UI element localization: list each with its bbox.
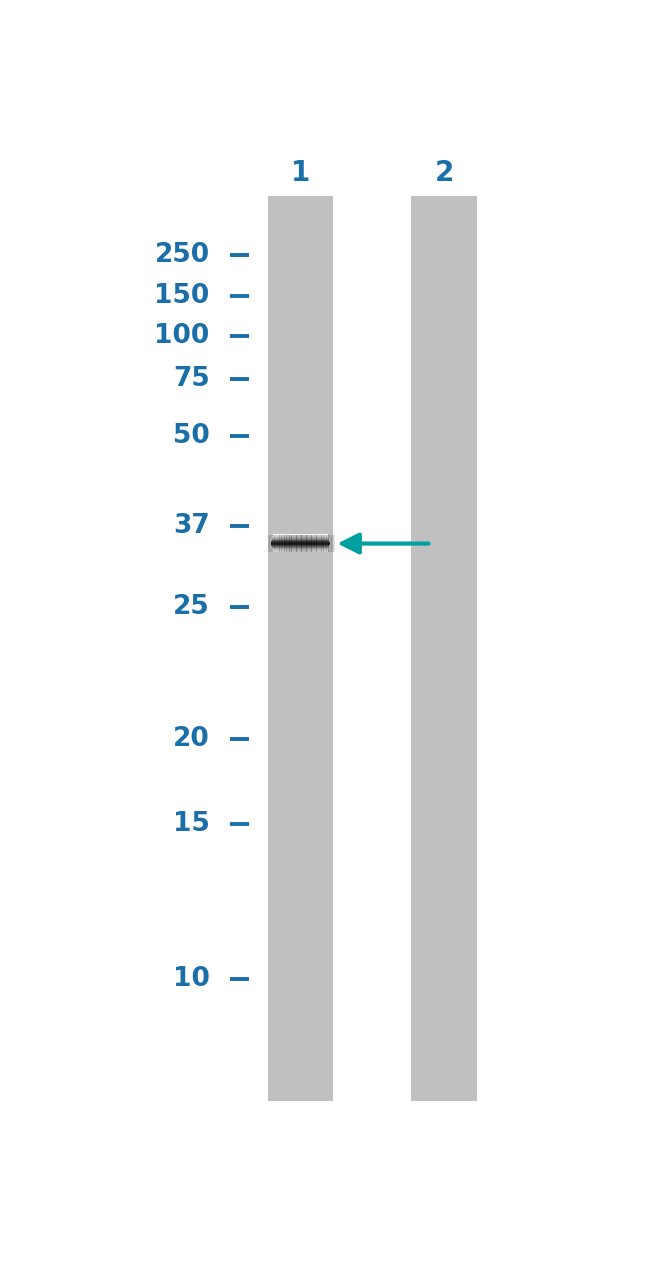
Text: 250: 250 [155,243,210,268]
Bar [308,535,310,552]
Bar [291,535,293,552]
Text: 37: 37 [173,513,210,538]
Text: 25: 25 [173,594,210,620]
Text: 15: 15 [173,812,210,837]
Bar [332,535,333,552]
Text: 50: 50 [173,423,210,450]
Bar [273,535,275,552]
Bar [311,535,313,552]
Bar [333,535,335,552]
Bar [285,535,287,552]
Bar [328,535,330,552]
Text: 10: 10 [173,965,210,992]
Bar [301,535,304,552]
Bar [268,535,270,552]
Bar [269,535,272,552]
Bar [274,535,276,552]
Bar [318,535,320,552]
Bar [281,535,283,552]
Text: 2: 2 [434,159,454,187]
Bar [271,535,273,552]
Bar [294,535,296,552]
Bar [317,535,318,552]
Text: 20: 20 [173,726,210,752]
Bar [306,535,308,552]
Text: 75: 75 [173,366,210,392]
Text: 150: 150 [155,283,210,309]
Bar [313,535,315,552]
Bar [303,535,305,552]
Bar [283,535,285,552]
Bar [320,535,322,552]
Bar [288,535,290,552]
Bar [315,535,317,552]
Bar [325,535,327,552]
Bar [292,535,295,552]
Bar [411,197,476,1101]
Bar [289,535,292,552]
Text: 100: 100 [155,324,210,349]
Bar [309,535,312,552]
Bar [298,535,300,552]
Bar [278,535,280,552]
Bar [300,535,302,552]
Bar [305,535,307,552]
Bar [321,535,324,552]
Bar [296,535,298,552]
Bar [330,535,332,552]
Bar [326,535,328,552]
Bar [276,535,278,552]
Bar [280,535,281,552]
Bar [286,535,288,552]
Bar [268,197,333,1101]
Text: 1: 1 [291,159,310,187]
Bar [323,535,325,552]
